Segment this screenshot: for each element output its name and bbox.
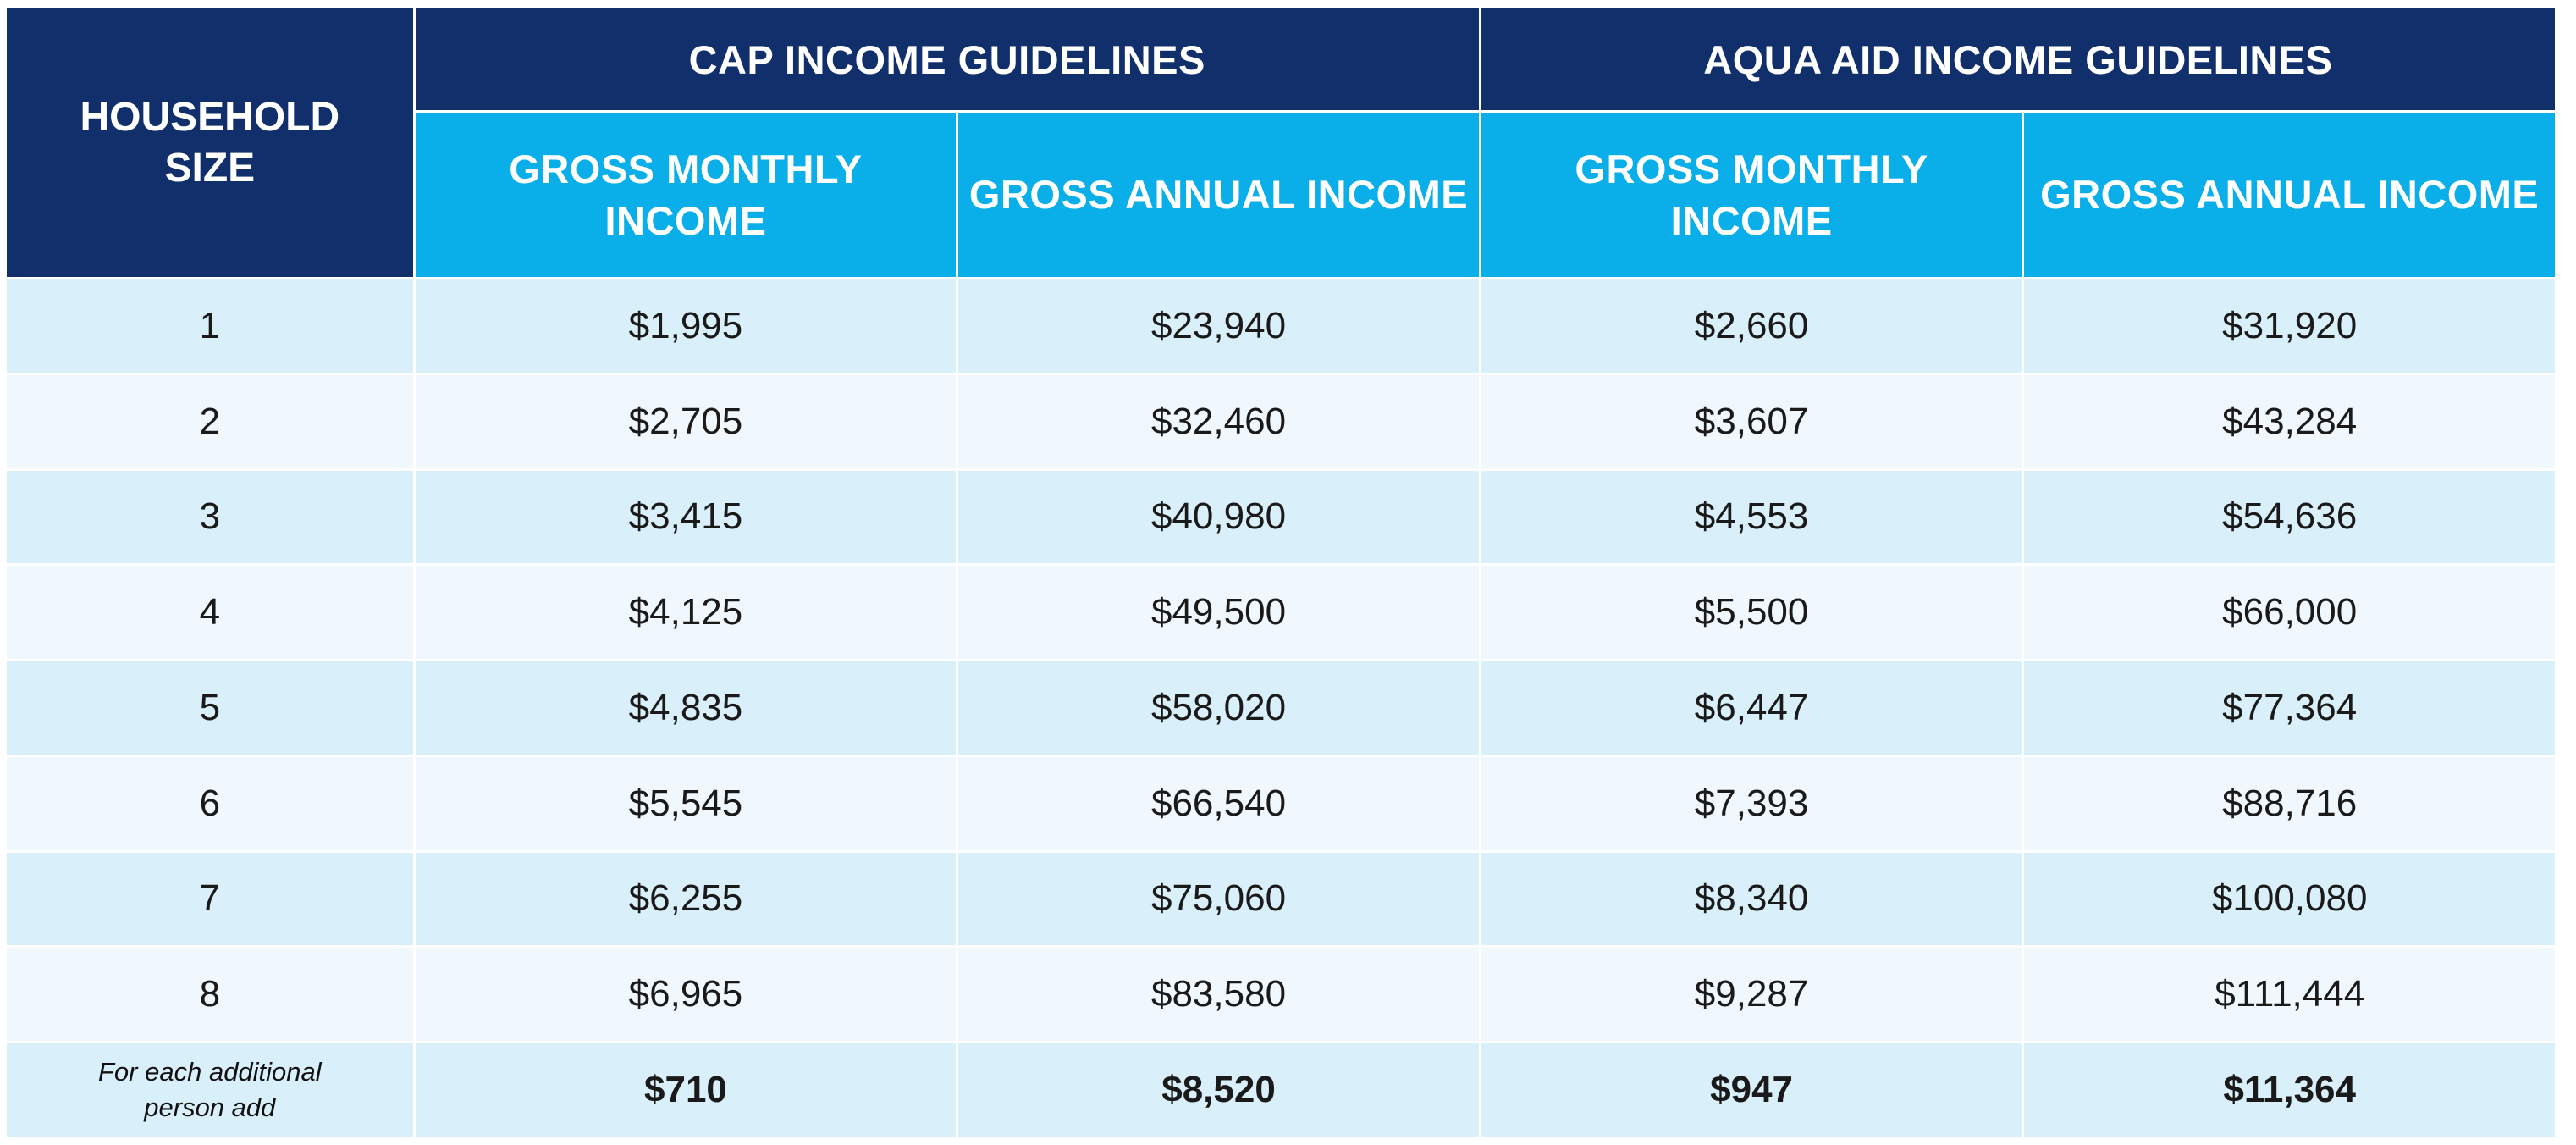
table-row: 8 $6,965 $83,580 $9,287 $111,444 xyxy=(7,948,2555,1042)
table-row: 6 $5,545 $66,540 $7,393 $88,716 xyxy=(7,756,2555,850)
cap-monthly-additional-cell: $710 xyxy=(415,1043,957,1137)
cap-monthly-cell: $4,835 xyxy=(415,661,957,755)
header-aqua-gross-monthly: GROSS MONTHLY INCOME xyxy=(1481,113,2022,277)
header-group-aqua-aid: AQUA AID INCOME GUIDELINES xyxy=(1481,8,2555,110)
aqua-monthly-cell: $8,340 xyxy=(1481,852,2022,946)
aqua-monthly-cell: $6,447 xyxy=(1481,661,2022,755)
aqua-monthly-cell: $5,500 xyxy=(1481,566,2022,660)
household-size-cell: 5 xyxy=(7,661,413,755)
additional-person-label: For each additional person add xyxy=(7,1043,413,1137)
household-size-cell: 1 xyxy=(7,279,413,373)
header-group-cap: CAP INCOME GUIDELINES xyxy=(415,8,1479,110)
cap-monthly-cell: $3,415 xyxy=(415,470,957,564)
header-aqua-gross-annual: GROSS ANNUAL INCOME xyxy=(2024,113,2555,277)
aqua-annual-cell: $88,716 xyxy=(2024,756,2555,850)
cap-monthly-cell: $2,705 xyxy=(415,374,957,468)
aqua-annual-cell: $31,920 xyxy=(2024,279,2555,373)
household-size-cell: 2 xyxy=(7,374,413,468)
header-cap-gross-annual: GROSS ANNUAL INCOME xyxy=(958,113,1479,277)
table-row: 2 $2,705 $32,460 $3,607 $43,284 xyxy=(7,374,2555,468)
table-row: 3 $3,415 $40,980 $4,553 $54,636 xyxy=(7,470,2555,564)
aqua-annual-cell: $77,364 xyxy=(2024,661,2555,755)
aqua-monthly-cell: $7,393 xyxy=(1481,756,2022,850)
header-sub-row: GROSS MONTHLY INCOME GROSS ANNUAL INCOME… xyxy=(7,113,2555,277)
aqua-annual-additional-cell: $11,364 xyxy=(2024,1043,2555,1137)
aqua-monthly-cell: $2,660 xyxy=(1481,279,2022,373)
aqua-annual-cell: $111,444 xyxy=(2024,948,2555,1042)
aqua-annual-cell: $43,284 xyxy=(2024,374,2555,468)
aqua-annual-cell: $54,636 xyxy=(2024,470,2555,564)
header-group-row: HOUSEHOLD SIZE CAP INCOME GUIDELINES AQU… xyxy=(7,8,2555,277)
table-row: 1 $1,995 $23,940 $2,660 $31,920 xyxy=(7,279,2555,373)
aqua-monthly-cell: $3,607 xyxy=(1481,374,2022,468)
cap-annual-cell: $66,540 xyxy=(958,756,1479,850)
header-cap-gross-monthly: GROSS MONTHLY INCOME xyxy=(415,113,957,277)
cap-annual-cell: $23,940 xyxy=(958,279,1479,373)
table-row: 5 $4,835 $58,020 $6,447 $77,364 xyxy=(7,661,2555,755)
household-size-cell: 8 xyxy=(7,948,413,1042)
cap-monthly-cell: $1,995 xyxy=(415,279,957,373)
cap-monthly-cell: $4,125 xyxy=(415,566,957,660)
aqua-monthly-cell: $9,287 xyxy=(1481,948,2022,1042)
cap-annual-cell: $75,060 xyxy=(958,852,1479,946)
cap-annual-additional-cell: $8,520 xyxy=(958,1043,1479,1137)
cap-annual-cell: $32,460 xyxy=(958,374,1479,468)
cap-monthly-cell: $6,965 xyxy=(415,948,957,1042)
header-household-size: HOUSEHOLD SIZE xyxy=(7,8,413,277)
cap-monthly-cell: $5,545 xyxy=(415,756,957,850)
cap-annual-cell: $58,020 xyxy=(958,661,1479,755)
household-size-cell: 6 xyxy=(7,756,413,850)
household-size-cell: 7 xyxy=(7,852,413,946)
aqua-monthly-cell: $4,553 xyxy=(1481,470,2022,564)
income-guidelines-table: HOUSEHOLD SIZE CAP INCOME GUIDELINES AQU… xyxy=(4,6,2557,1139)
household-size-cell: 3 xyxy=(7,470,413,564)
aqua-annual-cell: $100,080 xyxy=(2024,852,2555,946)
cap-annual-cell: $40,980 xyxy=(958,470,1479,564)
aqua-monthly-additional-cell: $947 xyxy=(1481,1043,2022,1137)
cap-annual-cell: $83,580 xyxy=(958,948,1479,1042)
cap-annual-cell: $49,500 xyxy=(958,566,1479,660)
household-size-cell: 4 xyxy=(7,566,413,660)
aqua-annual-cell: $66,000 xyxy=(2024,566,2555,660)
cap-monthly-cell: $6,255 xyxy=(415,852,957,946)
additional-person-row: For each additional person add $710 $8,5… xyxy=(7,1043,2555,1137)
table-row: 4 $4,125 $49,500 $5,500 $66,000 xyxy=(7,566,2555,660)
table-row: 7 $6,255 $75,060 $8,340 $100,080 xyxy=(7,852,2555,946)
